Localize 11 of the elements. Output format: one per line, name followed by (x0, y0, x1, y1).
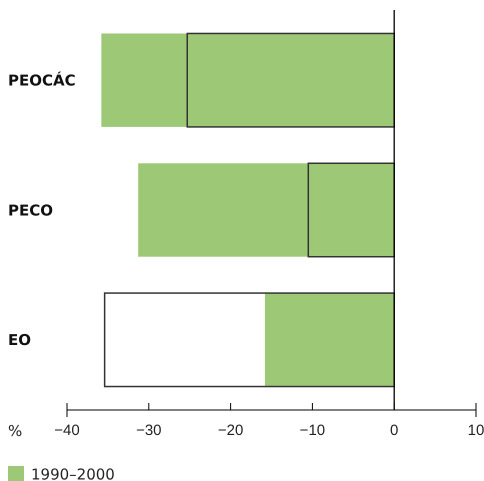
x-axis-title: % (8, 422, 22, 440)
y-tick-label: PECO (8, 201, 53, 220)
x-tick-label: 10 (468, 422, 484, 439)
x-tick-label: −40 (54, 422, 80, 439)
legend-label: 1990–2000 (31, 465, 115, 481)
x-tick-label: 0 (390, 422, 398, 439)
x-tick-label: −10 (300, 422, 326, 439)
x-tick-label: −30 (136, 422, 162, 439)
y-tick-label: PEOCÁC (8, 71, 76, 90)
x-tick-label: −20 (218, 422, 244, 439)
y-tick-label: EO (8, 331, 31, 350)
